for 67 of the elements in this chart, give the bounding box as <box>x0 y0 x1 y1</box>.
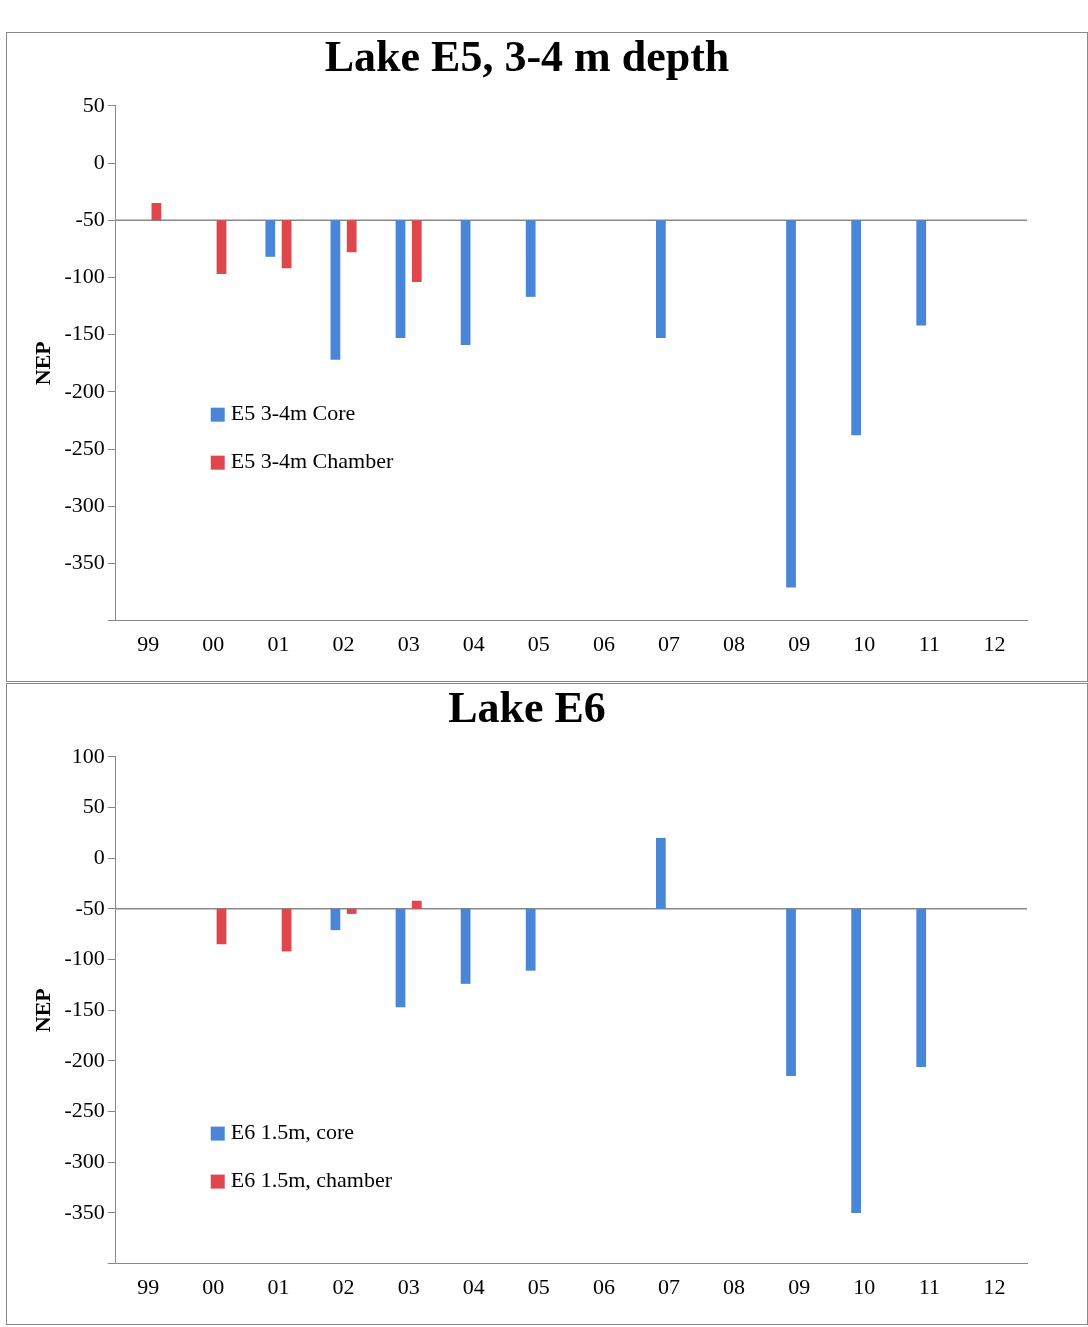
x-tick-label: 06 <box>592 630 615 656</box>
x-tick-label: 02 <box>332 630 355 656</box>
y-axis-title: NEP <box>29 341 55 386</box>
bar <box>851 908 862 1213</box>
bar <box>786 908 796 1077</box>
x-tick-label: 06 <box>592 1273 615 1299</box>
y-tick-label: -350 <box>64 549 105 575</box>
bar <box>281 908 292 952</box>
x-tick-label: 04 <box>462 1273 485 1299</box>
chart-title: Lake E6 <box>448 682 606 732</box>
y-tick-label: -250 <box>64 1097 105 1123</box>
y-axis-title: NEP <box>29 988 55 1033</box>
x-tick-label: 00 <box>202 1273 225 1299</box>
x-tick-label: 01 <box>267 630 290 656</box>
x-tick-label: 03 <box>397 630 420 656</box>
y-tick-label: -200 <box>64 1046 105 1072</box>
x-tick-label: 00 <box>202 630 225 656</box>
y-tick-label: -300 <box>64 491 105 517</box>
bar <box>655 837 666 909</box>
y-tick-label: -250 <box>64 434 105 460</box>
y-tick-label: -350 <box>64 1198 105 1224</box>
y-tick-label: -150 <box>64 995 105 1021</box>
y-tick-label: -150 <box>64 320 105 346</box>
x-tick-label: 99 <box>137 1273 160 1299</box>
y-tick-label: 50 <box>82 793 105 819</box>
bar <box>411 900 422 909</box>
legend-label: E6 1.5m, core <box>230 1119 355 1145</box>
x-tick-label: 09 <box>788 1273 811 1299</box>
x-tick-label: 01 <box>267 1273 290 1299</box>
x-tick-label: 12 <box>983 630 1006 656</box>
bar <box>916 908 927 1067</box>
chart-title: Lake E5, 3-4 m depth <box>324 31 730 81</box>
bar <box>460 908 471 984</box>
x-tick-label: 11 <box>918 1273 940 1299</box>
legend-label: E6 1.5m, chamber <box>230 1167 393 1193</box>
y-tick-label: 100 <box>71 742 105 768</box>
y-tick-label: -100 <box>64 945 105 971</box>
x-tick-label: 05 <box>527 630 550 656</box>
legend-label: E5 3-4m Chamber <box>230 448 394 474</box>
bar <box>395 908 406 1008</box>
bar <box>330 908 341 931</box>
x-tick-label: 07 <box>658 630 680 656</box>
y-tick-label: -50 <box>75 894 105 920</box>
x-tick-label: 10 <box>853 1273 876 1299</box>
bar <box>216 908 227 945</box>
y-tick-label: -100 <box>64 263 105 289</box>
x-tick-label: 05 <box>527 1273 550 1299</box>
x-tick-label: 03 <box>397 1273 420 1299</box>
x-tick-label: 08 <box>723 1273 746 1299</box>
x-tick-label: 11 <box>918 630 940 656</box>
x-tick-label: 10 <box>853 630 876 656</box>
y-tick-label: -300 <box>64 1148 105 1174</box>
y-tick-label: -50 <box>75 205 105 231</box>
x-tick-label: 99 <box>137 630 160 656</box>
y-tick-label: 0 <box>93 148 105 174</box>
x-tick-label: 07 <box>658 1273 680 1299</box>
y-tick-label: -200 <box>64 377 105 403</box>
x-tick-label: 08 <box>723 630 746 656</box>
y-tick-label: 0 <box>93 843 105 869</box>
bar <box>346 908 357 914</box>
x-tick-label: 02 <box>332 1273 355 1299</box>
y-tick-label: 50 <box>82 91 105 117</box>
x-tick-label: 09 <box>788 630 811 656</box>
bar <box>525 908 536 971</box>
legend-label: E5 3-4m Core <box>230 400 356 426</box>
x-tick-label: 04 <box>462 630 485 656</box>
x-tick-label: 12 <box>983 1273 1006 1299</box>
